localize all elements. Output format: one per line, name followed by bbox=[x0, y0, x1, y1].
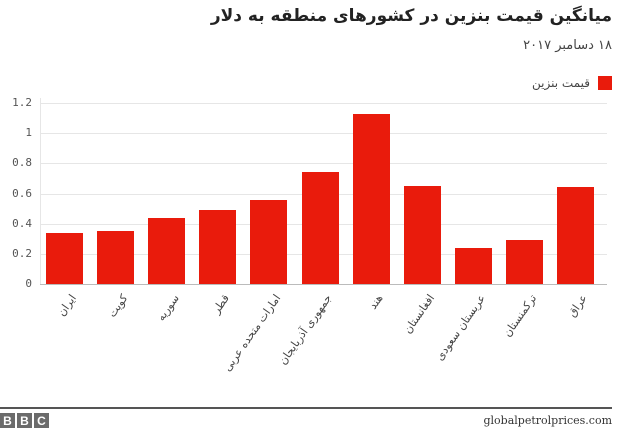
y-tick-label: 0.2 bbox=[12, 246, 32, 260]
x-tick-label: افغانستان bbox=[400, 292, 437, 336]
x-tick-label: امارات متحده عربی bbox=[220, 292, 284, 374]
bar bbox=[505, 240, 543, 284]
gridline bbox=[40, 103, 607, 104]
bar bbox=[250, 199, 288, 284]
source-credit: globalpetrolprices.com bbox=[483, 414, 612, 427]
legend: قیمت بنزین bbox=[532, 76, 612, 90]
x-tick-label: کویت bbox=[105, 292, 131, 320]
x-tick-label: ایران bbox=[55, 292, 80, 319]
y-tick-label: 0.6 bbox=[12, 186, 32, 200]
x-tick-label: عراق bbox=[565, 292, 591, 320]
y-tick-label: 1.2 bbox=[12, 96, 32, 109]
footer-divider bbox=[0, 407, 612, 409]
bbc-logo: B B C bbox=[0, 413, 49, 428]
legend-label: قیمت بنزین bbox=[532, 76, 590, 90]
bar bbox=[352, 113, 390, 284]
x-axis-line bbox=[40, 284, 607, 285]
chart-subtitle: ۱۸ دسامبر ۲۰۱۷ bbox=[523, 38, 612, 53]
x-tick-label: جمهوری آذربایجان bbox=[276, 292, 335, 368]
y-tick-label: 0 bbox=[25, 277, 32, 290]
x-tick-label: قطر bbox=[210, 292, 233, 317]
x-tick-label: سوریه bbox=[153, 292, 182, 324]
chart-title: میانگین قیمت بنزین در کشورهای منطقه به د… bbox=[210, 6, 612, 26]
plot-area bbox=[40, 103, 607, 284]
bar bbox=[46, 232, 83, 284]
bar bbox=[403, 185, 441, 284]
bar bbox=[301, 172, 339, 284]
y-axis-line bbox=[40, 98, 41, 284]
bbc-logo-block: B bbox=[0, 413, 15, 428]
y-tick-label: 0.8 bbox=[12, 156, 32, 170]
bar bbox=[148, 217, 186, 284]
gridline bbox=[40, 133, 607, 135]
legend-swatch bbox=[598, 76, 612, 90]
bbc-logo-block: C bbox=[34, 413, 49, 428]
bar bbox=[97, 231, 135, 284]
x-tick-label: ترکمنستان bbox=[500, 292, 540, 340]
x-tick-label: هند bbox=[366, 292, 386, 312]
bbc-logo-block: B bbox=[17, 413, 32, 428]
gridline bbox=[40, 163, 607, 165]
bar bbox=[199, 210, 237, 284]
bar bbox=[454, 247, 492, 284]
y-tick-label: 0.4 bbox=[12, 216, 32, 230]
x-tick-label: عربستان سعودی bbox=[432, 292, 488, 363]
y-tick-label: 1 bbox=[25, 126, 32, 140]
bar bbox=[557, 187, 594, 284]
